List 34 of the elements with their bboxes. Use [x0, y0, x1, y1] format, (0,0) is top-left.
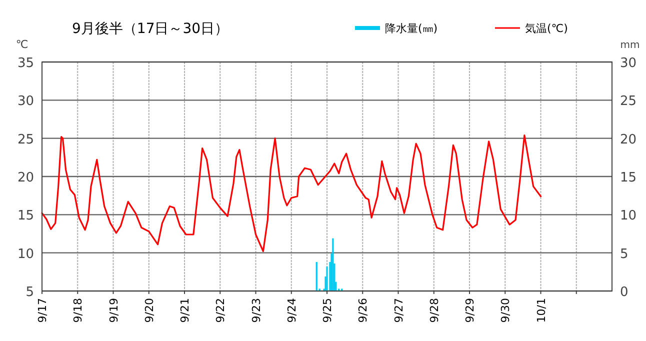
y2-tick-label: 15 [620, 170, 637, 186]
x-tick-label: 9/24 [285, 298, 298, 323]
y2-tick-label: 10 [620, 208, 637, 224]
y-tick-label: 15 [17, 208, 34, 224]
legend-label: 気温(℃) [525, 22, 568, 35]
y2-tick-label: 0 [620, 285, 628, 300]
y-axis-title: ℃ [16, 38, 28, 51]
y2-tick-label: 25 [620, 94, 637, 110]
y-tick-label: 5 [26, 285, 34, 300]
x-tick-label: 9/25 [321, 298, 334, 323]
y2-axis-title: mm [620, 40, 640, 51]
x-tick-label: 9/17 [36, 298, 49, 323]
y-tick-label: 30 [17, 94, 34, 110]
x-tick-label: 9/19 [107, 298, 120, 323]
x-tick-label: 9/21 [178, 298, 192, 323]
y-tick-label: 25 [17, 132, 34, 148]
legend-label: 降水量(㎜) [385, 22, 438, 35]
y2-tick-label: 5 [620, 246, 628, 262]
y-tick-label: 20 [17, 170, 34, 186]
x-tick-label: 9/29 [464, 298, 476, 323]
x-tick-label: 9/22 [214, 298, 228, 323]
y-tick-label: 35 [17, 56, 34, 71]
x-tick-label: 10/1 [534, 298, 548, 323]
x-tick-label: 9/18 [72, 298, 85, 323]
x-tick-label: 9/20 [142, 298, 156, 323]
y2-tick-label: 20 [620, 132, 637, 148]
x-tick-label: 9/30 [499, 298, 512, 323]
chart-title: 9月後半（17日～30日） [72, 21, 229, 37]
x-tick-label: 9/27 [392, 298, 406, 323]
y-tick-label: 10 [17, 246, 34, 262]
x-tick-label: 9/26 [356, 298, 370, 323]
y2-tick-label: 30 [620, 56, 637, 71]
x-tick-label: 9/23 [250, 298, 263, 323]
x-tick-label: 9/28 [428, 298, 441, 323]
